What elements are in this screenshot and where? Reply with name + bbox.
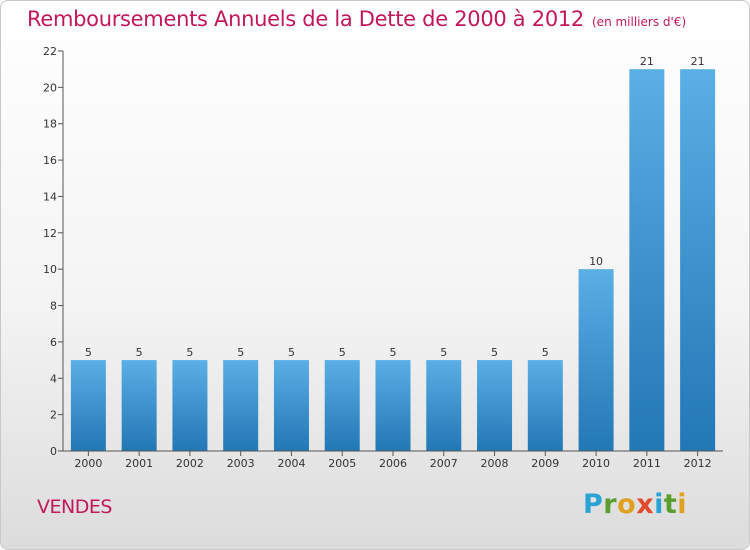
y-tick-label-12: 12 bbox=[43, 227, 57, 240]
data-label-2005: 5 bbox=[339, 346, 346, 359]
x-tick-label-2000: 2000 bbox=[74, 457, 102, 470]
logo-letter: r bbox=[603, 489, 618, 520]
chart-title: Remboursements Annuels de la Dette de 20… bbox=[27, 7, 686, 31]
bar-2007 bbox=[426, 360, 462, 451]
chart-unit-note: (en milliers d'€) bbox=[592, 15, 687, 29]
y-tick-label-8: 8 bbox=[50, 300, 57, 313]
data-label-2009: 5 bbox=[542, 346, 549, 359]
y-tick-label-0: 0 bbox=[50, 445, 57, 458]
bar-2006 bbox=[375, 360, 411, 451]
x-tick-label-2004: 2004 bbox=[277, 457, 305, 470]
bar-2004 bbox=[273, 360, 309, 451]
logo-letter: i bbox=[677, 489, 688, 520]
commune-name: VENDES bbox=[37, 496, 112, 518]
y-tick-label-16: 16 bbox=[43, 154, 57, 167]
bar-2010 bbox=[578, 269, 614, 451]
x-tick-label-2008: 2008 bbox=[481, 457, 509, 470]
bar-2002 bbox=[172, 360, 208, 451]
chart-title-text: Remboursements Annuels de la Dette de 20… bbox=[27, 7, 584, 31]
logo-letter: x bbox=[636, 489, 655, 520]
axes-group: 2000 2001 2002 2003 2004 2005 2006 2007 2008 2009… bbox=[43, 45, 723, 470]
data-label-2008: 5 bbox=[491, 346, 498, 359]
data-label-2002: 5 bbox=[186, 346, 193, 359]
y-tick-label-4: 4 bbox=[50, 372, 57, 385]
x-tick-label-2001: 2001 bbox=[125, 457, 153, 470]
data-label-2007: 5 bbox=[440, 346, 447, 359]
x-tick-label-2010: 2010 bbox=[582, 457, 610, 470]
logo-letter: P bbox=[583, 489, 604, 520]
logo-letter: i bbox=[654, 489, 664, 520]
data-label-2012: 21 bbox=[691, 55, 705, 68]
data-label-2004: 5 bbox=[288, 346, 295, 359]
bar-2003 bbox=[223, 360, 259, 451]
logo-letter: o bbox=[617, 489, 637, 520]
x-tick-label-2006: 2006 bbox=[379, 457, 407, 470]
x-tick-label-2002: 2002 bbox=[176, 457, 204, 470]
x-tick-label-2009: 2009 bbox=[531, 457, 559, 470]
y-tick-label-10: 10 bbox=[43, 263, 57, 276]
y-tick-label-14: 14 bbox=[43, 190, 57, 203]
bar-2005 bbox=[324, 360, 360, 451]
data-label-2001: 5 bbox=[136, 346, 143, 359]
x-tick-label-2003: 2003 bbox=[227, 457, 255, 470]
x-tick-label-2005: 2005 bbox=[328, 457, 356, 470]
y-tick-label-2: 2 bbox=[50, 409, 57, 422]
proxiti-logo: Proxiti bbox=[583, 489, 687, 520]
bar-2000 bbox=[70, 360, 106, 451]
y-tick-label-6: 6 bbox=[50, 336, 57, 349]
y-tick-label-18: 18 bbox=[43, 118, 57, 131]
bars-group: 5 5 5 5 5 5 5 5 5 5 10 21 21 bbox=[70, 55, 716, 451]
bar-2009 bbox=[527, 360, 563, 451]
y-tick-label-22: 22 bbox=[43, 45, 57, 58]
bar-2001 bbox=[121, 360, 157, 451]
data-label-2010: 10 bbox=[589, 255, 603, 268]
bar-2012 bbox=[680, 69, 716, 451]
bar-2008 bbox=[477, 360, 513, 451]
logo-letter: t bbox=[663, 489, 678, 520]
data-label-2000: 5 bbox=[85, 346, 92, 359]
x-tick-label-2012: 2012 bbox=[684, 457, 712, 470]
x-tick-label-2007: 2007 bbox=[430, 457, 458, 470]
data-label-2003: 5 bbox=[237, 346, 244, 359]
bar-2011 bbox=[629, 69, 665, 451]
y-tick-label-20: 20 bbox=[43, 81, 57, 94]
x-tick-label-2011: 2011 bbox=[633, 457, 661, 470]
data-label-2006: 5 bbox=[390, 346, 397, 359]
data-label-2011: 21 bbox=[640, 55, 654, 68]
